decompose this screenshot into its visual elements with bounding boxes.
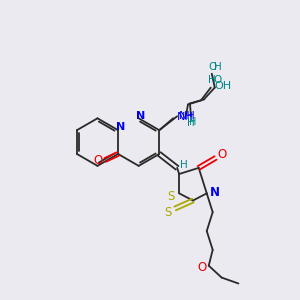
Text: H: H: [187, 118, 195, 128]
Text: S: S: [167, 190, 175, 203]
Text: H: H: [208, 75, 216, 85]
Text: OH: OH: [214, 81, 231, 91]
Text: O: O: [94, 154, 103, 167]
Text: O: O: [197, 261, 206, 274]
Text: H: H: [189, 117, 197, 127]
Text: O: O: [208, 62, 217, 72]
Text: N: N: [210, 186, 220, 199]
Text: H: H: [214, 62, 222, 72]
Text: O: O: [214, 75, 222, 85]
Text: NH: NH: [179, 111, 196, 121]
Text: O: O: [218, 148, 227, 161]
Text: NH: NH: [177, 112, 194, 122]
Text: N: N: [136, 111, 145, 121]
Text: H: H: [180, 160, 188, 170]
Text: N: N: [116, 122, 126, 132]
Text: S: S: [164, 206, 172, 219]
